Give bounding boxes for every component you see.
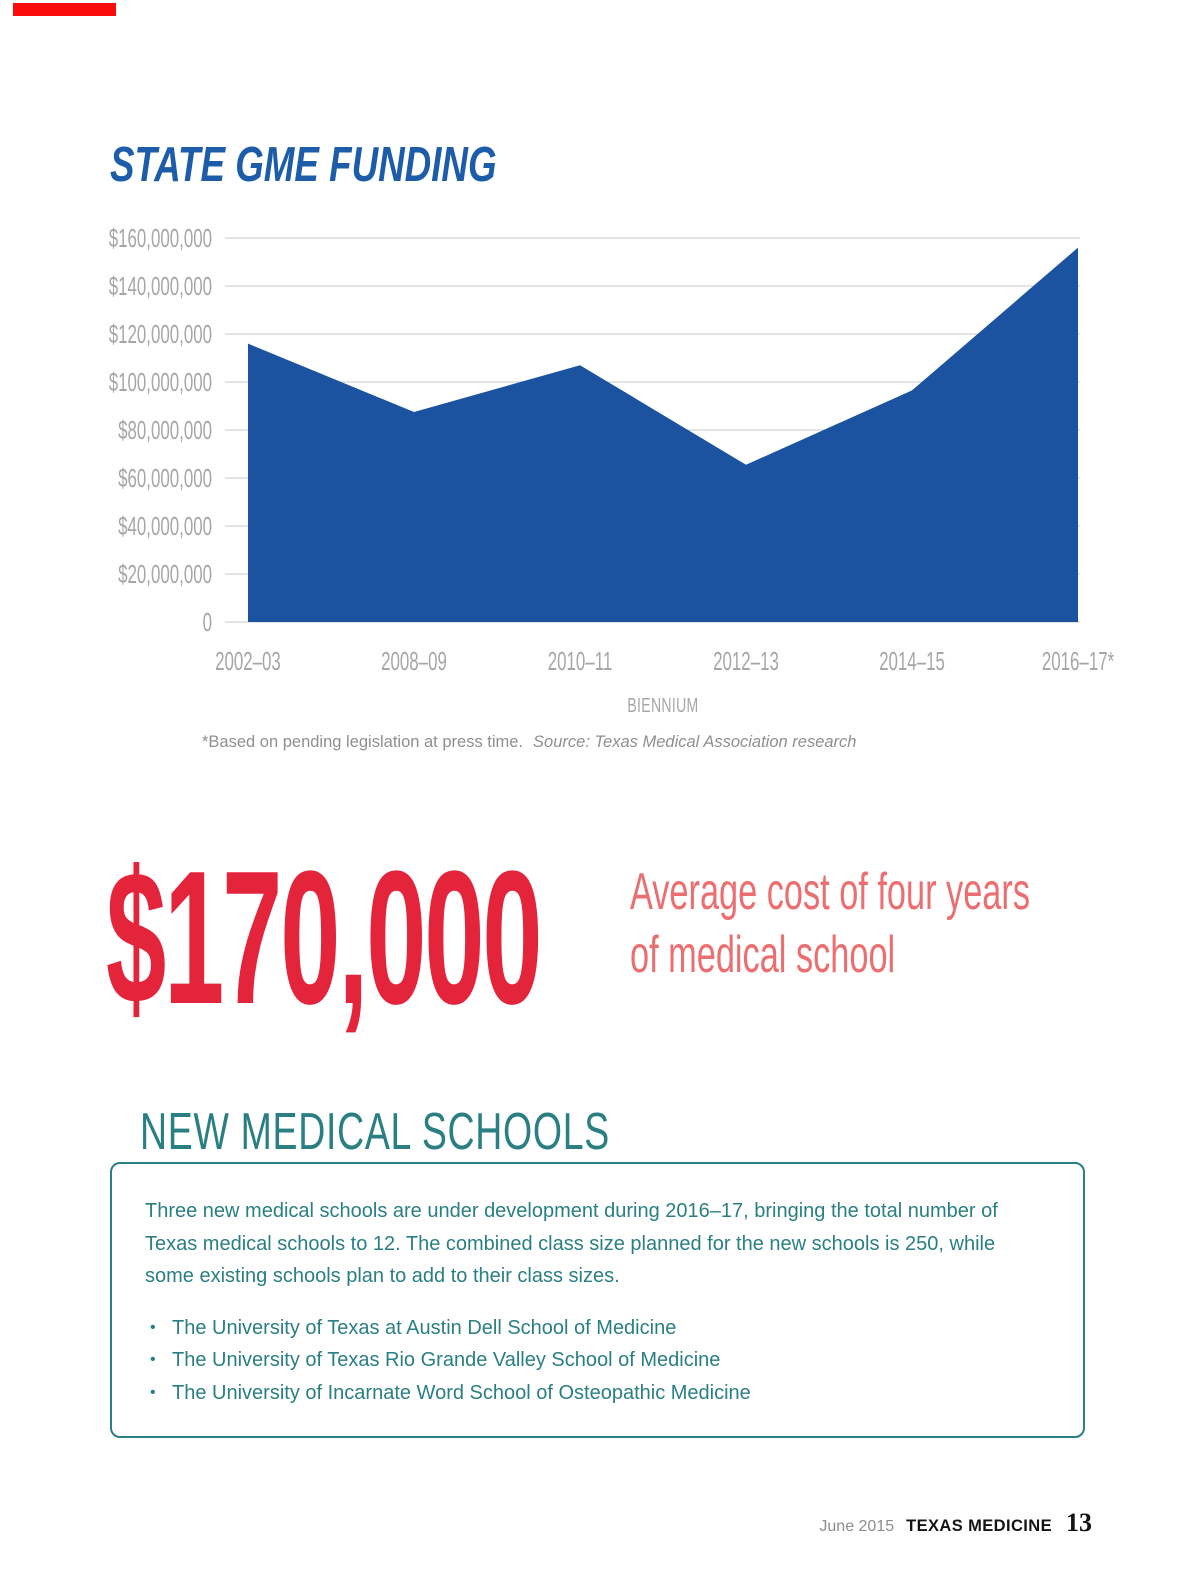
- y-tick-label: $40,000,000: [118, 511, 212, 541]
- list-item: The University of Texas Rio Grande Valle…: [145, 1344, 1043, 1377]
- red-marker: [13, 3, 116, 16]
- gme-funding-area-chart: $160,000,000 $140,000,000 $120,000,000 $100…: [109, 223, 1115, 716]
- footer-issue: June 2015: [819, 1518, 895, 1535]
- footnote-note: *Based on pending legislation at press t…: [202, 733, 524, 751]
- list-item: The University of Texas at Austin Dell S…: [145, 1312, 1043, 1345]
- schools-heading: NEW MEDICAL SCHOOLS: [140, 1103, 610, 1161]
- footnote-source: Source: Texas Medical Association resear…: [533, 733, 857, 751]
- y-tick-label: $140,000,000: [109, 271, 212, 301]
- x-tick-label: 2016–17*: [1042, 646, 1115, 676]
- x-tick-label: 2010–11: [548, 646, 612, 676]
- stat-caption-line2: of medical school: [630, 926, 896, 984]
- chart-title: STATE GME FUNDING: [110, 138, 497, 192]
- schools-list: The University of Texas at Austin Dell S…: [145, 1312, 1043, 1410]
- y-tick-label: $120,000,000: [109, 319, 212, 349]
- schools-paragraph: Three new medical schools are under deve…: [145, 1200, 998, 1287]
- funding-area: [248, 247, 1078, 622]
- page-footer: June 2015 TEXAS MEDICINE 13: [819, 1508, 1092, 1538]
- x-axis-title: BIENNIUM: [627, 693, 698, 716]
- footer-magazine: TEXAS MEDICINE: [906, 1517, 1052, 1535]
- footer-page-number: 13: [1066, 1508, 1092, 1537]
- y-tick-label: $20,000,000: [118, 559, 212, 589]
- x-tick-label: 2008–09: [381, 646, 447, 676]
- y-tick-label: $100,000,000: [109, 367, 212, 397]
- x-tick-label: 2012–13: [713, 646, 779, 676]
- stat-caption: Average cost of four years of medical sc…: [630, 861, 1030, 987]
- x-tick-label: 2002–03: [215, 646, 281, 676]
- x-axis-labels: 2002–03 2008–09 2010–11 2012–13 2014–15 2016–…: [215, 646, 1114, 676]
- y-tick-label: $80,000,000: [118, 415, 212, 445]
- chart-footnote: *Based on pending legislation at press t…: [202, 731, 856, 753]
- list-item: The University of Incarnate Word School …: [145, 1377, 1043, 1410]
- x-axis-title-group: BIENNIUM: [627, 693, 698, 716]
- stat-amount: $170,000: [106, 832, 543, 1044]
- y-axis-labels: $160,000,000 $140,000,000 $120,000,000 $100…: [109, 223, 212, 637]
- y-tick-label: $160,000,000: [109, 223, 212, 253]
- schools-box: Three new medical schools are under deve…: [110, 1162, 1085, 1438]
- stat-caption-line1: Average cost of four years: [630, 863, 1030, 921]
- x-tick-label: 2014–15: [879, 646, 945, 676]
- y-tick-label: 0: [203, 607, 212, 637]
- y-tick-label: $60,000,000: [118, 463, 212, 493]
